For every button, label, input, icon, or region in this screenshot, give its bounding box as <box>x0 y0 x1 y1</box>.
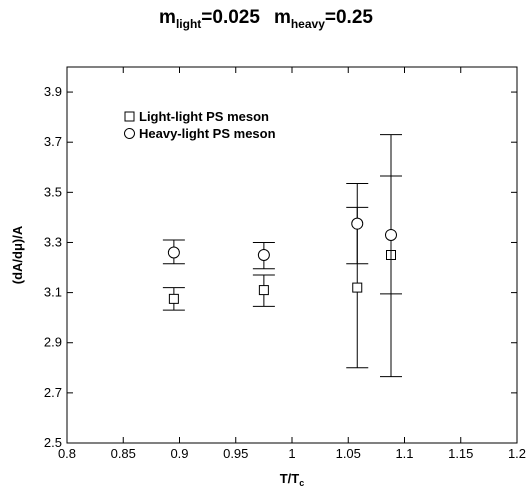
data-point-circle <box>385 228 397 241</box>
x-tick-label: 0.85 <box>111 446 136 461</box>
title-m1-sub: light <box>176 17 201 31</box>
y-tick-label: 3.7 <box>44 134 62 149</box>
title-m2: m <box>274 7 291 28</box>
y-tick-label: 2.9 <box>44 335 62 350</box>
x-tick-label: 0.95 <box>223 446 248 461</box>
x-tick-label: 1.05 <box>336 446 361 461</box>
legend-circle-marker <box>124 128 135 139</box>
y-axis-label: (dA/dμ)/A <box>10 225 25 284</box>
y-tick-label: 3.9 <box>44 84 62 99</box>
x-tick-label: 0.8 <box>58 446 76 461</box>
data-point-circle <box>351 217 364 230</box>
legend-square-marker <box>124 111 135 122</box>
data-layer <box>162 134 402 378</box>
data-point-square <box>168 293 179 304</box>
chart-title: mlight=0.025 mheavy=0.25 <box>159 7 373 31</box>
plot-frame <box>66 66 518 444</box>
x-tick-label: 1.1 <box>395 446 413 461</box>
data-point-circle <box>167 246 180 259</box>
x-axis-label-main: T/T <box>280 471 300 486</box>
x-tick-label: 0.9 <box>170 446 188 461</box>
x-tick-label: 1.15 <box>448 446 473 461</box>
y-tick-label: 3.5 <box>44 184 62 199</box>
x-axis-label-sub: c <box>299 478 304 488</box>
y-tick-label: 2.7 <box>44 385 62 400</box>
title-m2-value: =0.25 <box>325 7 374 28</box>
data-point-square <box>352 282 363 293</box>
series-square <box>162 134 402 378</box>
data-point-square <box>258 285 269 296</box>
x-tick-label: 1 <box>288 446 295 461</box>
x-tick-label: 1.2 <box>508 446 526 461</box>
y-tick-label: 3.1 <box>44 285 62 300</box>
y-tick-label: 3.3 <box>44 234 62 249</box>
y-tick-label: 2.5 <box>44 435 62 450</box>
title-m1: m <box>159 7 176 28</box>
x-axis-label: T/Tc <box>280 471 305 488</box>
legend-label-heavy-light: Heavy-light PS meson <box>139 126 276 141</box>
series-circle <box>162 175 402 295</box>
y-axis: 2.5 2.7 2.9 3.1 3.3 3.5 3.7 3.9 <box>44 84 517 450</box>
legend: Light-light PS meson Heavy-light PS meso… <box>124 109 276 141</box>
x-axis: 0.8 0.85 0.9 0.95 1 1.05 1.1 1.15 1.2 <box>58 67 526 461</box>
legend-label-light-light: Light-light PS meson <box>139 109 269 124</box>
data-point-circle <box>257 249 270 261</box>
title-m2-sub: heavy <box>291 17 325 31</box>
title-m1-value: =0.025 <box>201 7 260 28</box>
